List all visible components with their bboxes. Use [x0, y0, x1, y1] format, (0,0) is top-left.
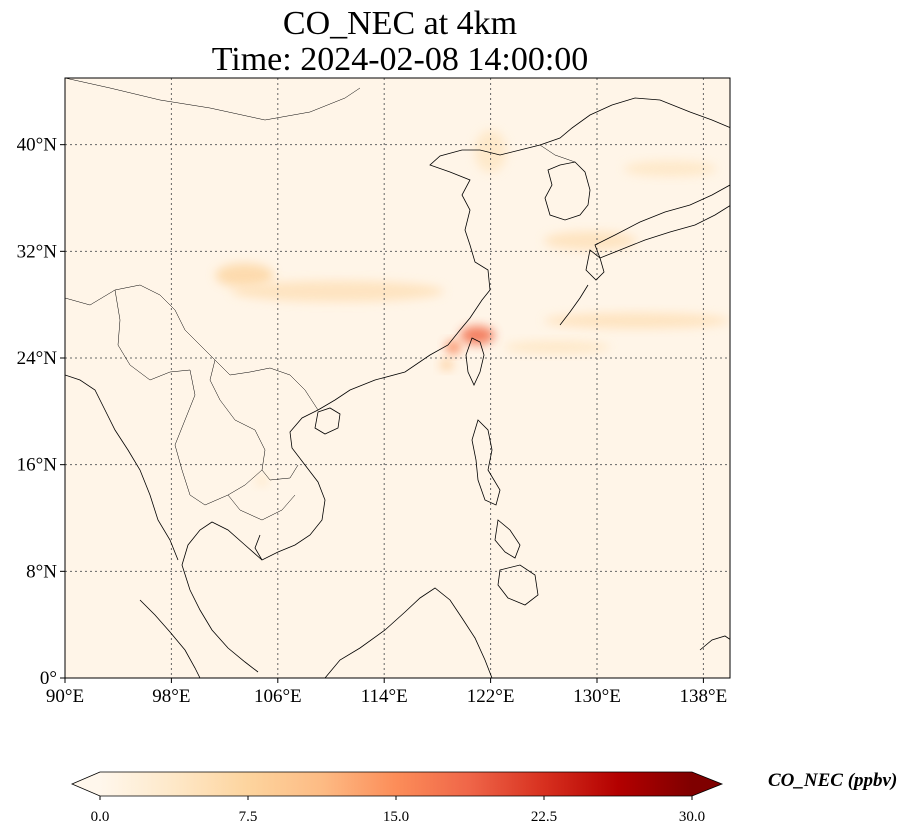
map-title: CO_NEC at 4km: [282, 5, 518, 42]
vietnam-coastline: [254, 409, 326, 561]
co-plume-7: [623, 160, 717, 177]
myanmar-border: [114, 289, 191, 381]
colorbar-tick-label-1: 7.5: [239, 809, 258, 825]
co-plume-3: [445, 340, 462, 355]
lat-tick-label-3: 24°N: [17, 348, 58, 369]
taiwan-island: [465, 337, 485, 386]
colorbar-gradient: [100, 772, 692, 796]
co-plume-6: [543, 231, 637, 251]
lon-tick-label-3: 114°E: [361, 686, 408, 707]
gridlines: [65, 78, 730, 678]
china-southwest-border: [65, 284, 319, 411]
axis-ticks: 90°E 98°E 106°E 114°E 122°E 130°E 138°E 0° 8°N 16…: [17, 135, 728, 707]
malay-peninsula-coastline: [181, 521, 263, 673]
co-plume-1: [231, 280, 445, 303]
lon-tick-label-4: 122°E: [467, 686, 515, 707]
colorbar-tick-label-3: 22.5: [531, 809, 557, 825]
china-coastline: [317, 97, 730, 411]
japan-kyushu: [585, 249, 605, 281]
korea-coastline: [544, 161, 591, 221]
philippines-luzon: [471, 419, 501, 506]
coastlines: [65, 97, 730, 678]
lon-tick-label-0: 90°E: [46, 686, 84, 707]
co-plume-5: [474, 130, 507, 173]
sumatra-coastline: [139, 599, 201, 678]
co-plume-9: [503, 340, 611, 355]
colorbar-ticks: 0.0 7.5 15.0 22.5 30.0: [91, 796, 705, 825]
borneo-coastline: [324, 587, 493, 678]
colorbar-label: CO_NEC (ppbv): [768, 770, 898, 791]
colorbar-tick-label-4: 30.0: [679, 809, 705, 825]
co-plume-10: [256, 475, 268, 486]
colorbar-extend-high: [692, 772, 722, 796]
concentration-layer: [215, 130, 730, 486]
lat-tick-label-2: 16°N: [17, 455, 58, 476]
hainan-island: [314, 407, 341, 435]
co-plume-0: [215, 263, 274, 288]
lat-tick-label-4: 32°N: [17, 241, 58, 262]
lon-tick-label-2: 106°E: [254, 686, 302, 707]
co-plume-8: [543, 312, 730, 329]
map-background: [65, 78, 730, 678]
cambodia-border: [227, 494, 296, 521]
lat-tick-label-5: 40°N: [17, 135, 58, 156]
country-borders: [65, 78, 576, 521]
myanmar-coastline: [65, 374, 179, 561]
lon-tick-label-5: 130°E: [573, 686, 621, 707]
thailand-border: [174, 369, 263, 506]
colorbar: 0.0 7.5 15.0 22.5 30.0: [70, 771, 724, 825]
co-plume-4: [440, 359, 454, 370]
north-korea-border: [539, 144, 576, 163]
lat-tick-label-0: 0°: [40, 668, 57, 689]
map-time-subtitle: Time: 2024-02-08 14:00:00: [211, 41, 589, 78]
laos-border: [209, 359, 299, 481]
lon-tick-label-6: 138°E: [680, 686, 728, 707]
philippines-visayas: [494, 519, 521, 559]
japan-honshu: [594, 184, 730, 259]
ryukyu-islands: [559, 284, 589, 326]
philippines-mindanao: [497, 564, 539, 606]
colorbar-tick-label-2: 15.0: [383, 809, 409, 825]
colorbar-tick-label-0: 0.0: [91, 809, 110, 825]
mongolia-border: [65, 78, 361, 121]
new-guinea-coastline: [699, 635, 730, 651]
co-plume-2: [460, 326, 495, 345]
colorbar-extend-low: [72, 772, 100, 796]
map-frame: [64, 77, 731, 679]
lon-tick-label-1: 98°E: [152, 686, 190, 707]
lat-tick-label-1: 8°N: [26, 561, 57, 582]
